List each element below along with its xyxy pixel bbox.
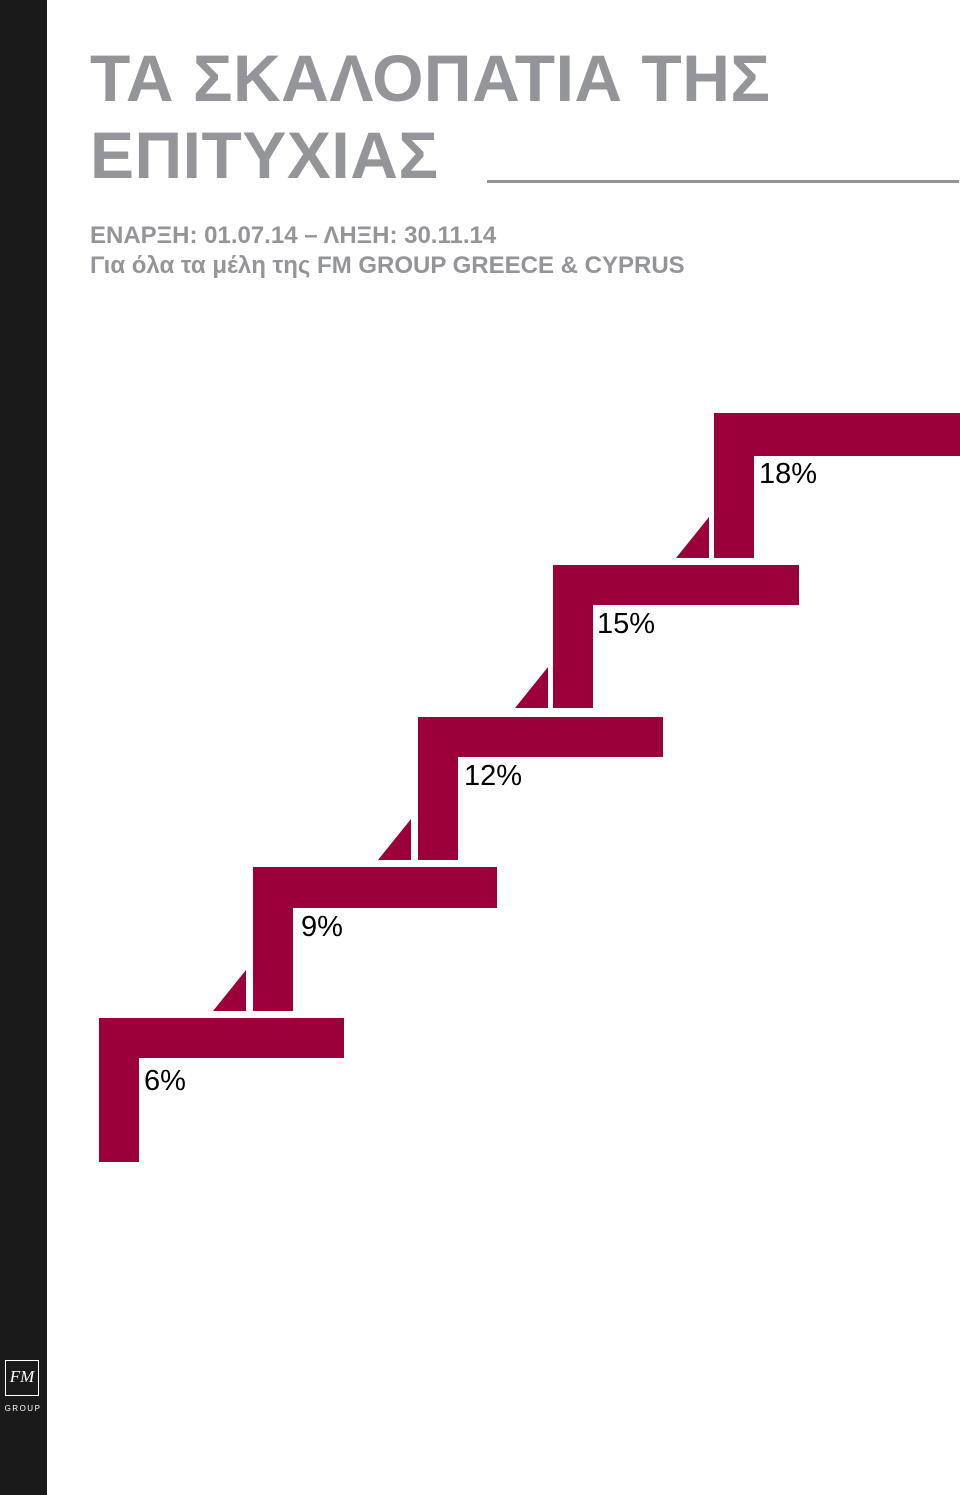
stair-step-4 (515, 565, 799, 708)
campaign-dates: ΕΝΑΡΞΗ: 01.07.14 – ΛΗΞΗ: 30.11.14 (90, 222, 497, 249)
stair-step-5 (676, 413, 960, 558)
step-label-6: 6% (144, 1065, 186, 1097)
stair-step-2 (213, 867, 497, 1011)
title-underline (487, 180, 959, 183)
title-line-2: ΕΠΙΤΥΧΙΑΣ (90, 118, 439, 192)
left-sidebar-bar: FM GROUP (0, 0, 47, 1495)
campaign-audience: Για όλα τα μέλη της FM GROUP GREECE & CY… (90, 252, 685, 279)
title-line-1: ΤΑ ΣΚΑΛΟΠΑΤΙΑ ΤΗΣ (90, 41, 771, 115)
step-label-9: 9% (301, 911, 343, 943)
fm-logo-text: GROUP (4, 1404, 42, 1413)
step-label-18: 18% (759, 458, 818, 490)
fm-logo-mark: FM (5, 1360, 39, 1396)
step-label-12: 12% (464, 760, 523, 792)
stair-step-3 (378, 717, 663, 860)
fm-group-logo: FM GROUP (3, 1358, 43, 1416)
stair-step-1 (99, 1018, 344, 1162)
step-label-15: 15% (597, 608, 656, 640)
